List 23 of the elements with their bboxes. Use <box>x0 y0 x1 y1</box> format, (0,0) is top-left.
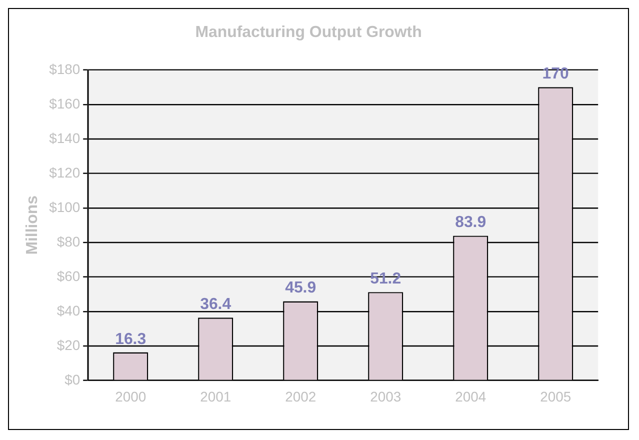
y-tick-label: $80 <box>56 233 80 250</box>
y-tick-label: $180 <box>49 60 80 77</box>
y-tick-label: $160 <box>49 95 80 112</box>
y-tick-label: $40 <box>56 302 80 318</box>
y-tick-label: $120 <box>49 164 80 180</box>
y-tick-label: $20 <box>56 336 80 353</box>
x-tick-label: 2002 <box>285 388 316 405</box>
data-label: 170 <box>542 66 570 83</box>
y-tick-label: $0 <box>64 371 80 388</box>
x-tick-label: 2003 <box>370 388 402 405</box>
x-tick-label: 2001 <box>200 388 232 405</box>
chart-title: Manufacturing Output Growth <box>195 24 422 41</box>
y-tick-label: $100 <box>49 198 80 215</box>
y-tick-label: $60 <box>56 268 80 284</box>
data-label: 36.4 <box>200 296 232 314</box>
data-label: 16.3 <box>115 330 146 348</box>
y-axis-title: Millions <box>24 195 41 255</box>
x-tick-label: 2000 <box>115 388 146 405</box>
x-tick-label: 2004 <box>455 388 486 405</box>
data-label: 45.9 <box>285 280 316 297</box>
x-tick-label: 2005 <box>540 388 572 405</box>
y-tick-label: $140 <box>49 130 80 146</box>
data-label: 83.9 <box>455 214 486 232</box>
